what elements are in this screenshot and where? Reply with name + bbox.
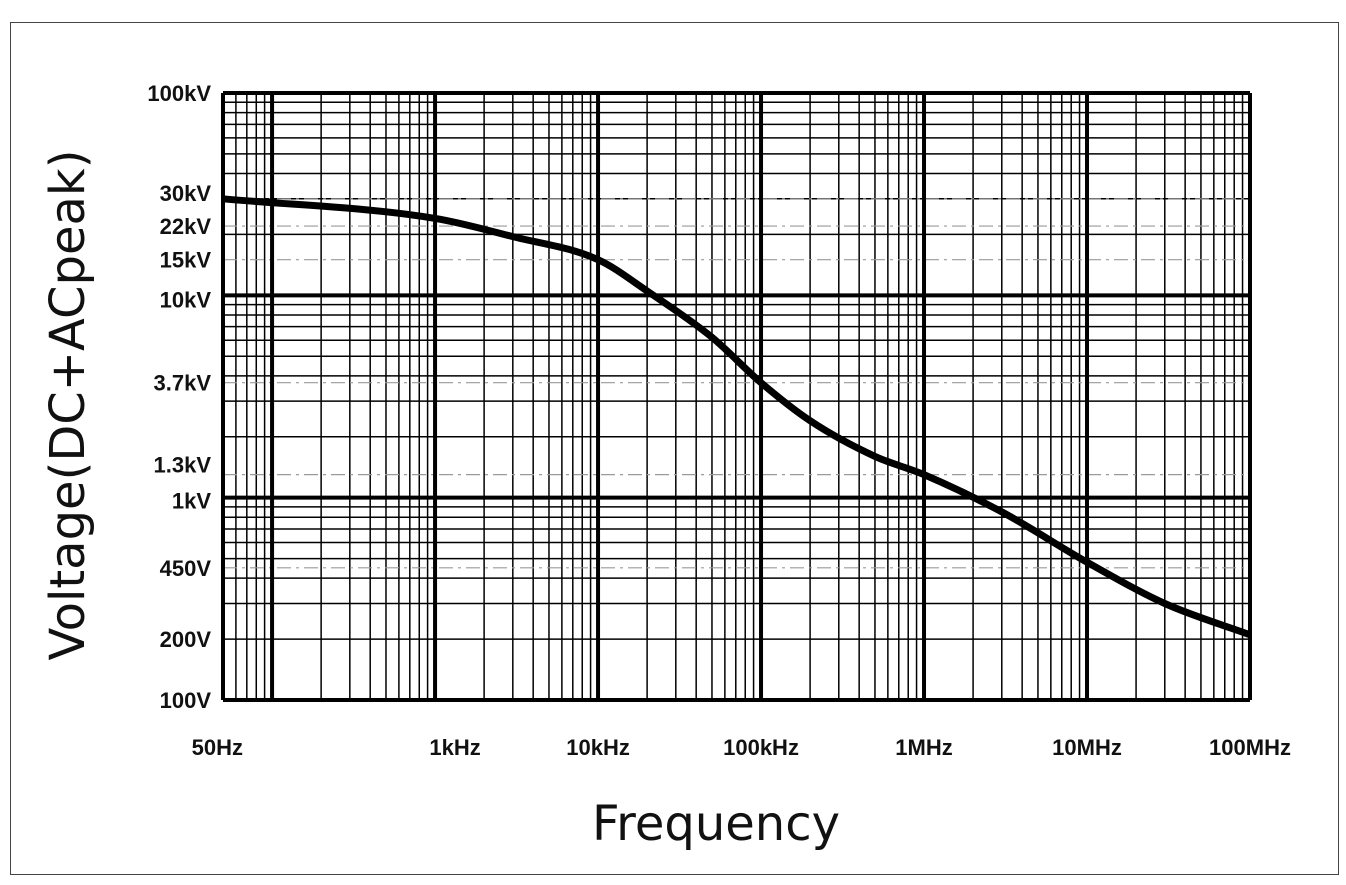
y-tick-label: 30kV bbox=[160, 181, 212, 206]
y-tick-label: 1kV bbox=[172, 489, 211, 514]
voltage-curve bbox=[222, 195, 1252, 639]
minor-grid bbox=[222, 93, 1250, 700]
x-tick-label: 100MHz bbox=[1209, 735, 1291, 760]
y-tick-label: 200V bbox=[160, 627, 212, 652]
y-tick-label: 100V bbox=[160, 688, 212, 713]
voltage-curve-group bbox=[222, 195, 1252, 639]
x-tick-label: 50Hz bbox=[192, 735, 243, 760]
y-tick-label: 15kV bbox=[160, 248, 212, 273]
reference-lines bbox=[223, 198, 1250, 569]
x-tick-label: 1kHz bbox=[429, 735, 480, 760]
y-tick-label: 100kV bbox=[147, 81, 211, 106]
x-axis-title: Frequency bbox=[592, 796, 840, 852]
y-axis-title: Voltage(DC+ACpeak) bbox=[40, 150, 96, 661]
x-tick-labels: 50Hz 1kHz 10kHz 100kHz 1MHz 10MHz 100MHz bbox=[192, 735, 1291, 760]
y-tick-label: 1.3kV bbox=[154, 453, 212, 478]
y-tick-label: 3.7kV bbox=[154, 371, 212, 396]
x-tick-label: 10MHz bbox=[1052, 735, 1122, 760]
x-tick-label: 10kHz bbox=[566, 735, 630, 760]
major-grid bbox=[221, 91, 1252, 702]
x-tick-label: 1MHz bbox=[895, 735, 952, 760]
y-tick-label: 450V bbox=[160, 556, 212, 581]
y-tick-label: 10kV bbox=[160, 287, 212, 312]
y-tick-labels: 100V 200V 450V 1kV 1.3kV 3.7kV 10kV 15kV 22kV 30k… bbox=[147, 81, 211, 713]
x-tick-label: 100kHz bbox=[723, 735, 799, 760]
chart-frame bbox=[10, 22, 1339, 875]
y-tick-label: 22kV bbox=[160, 214, 212, 239]
